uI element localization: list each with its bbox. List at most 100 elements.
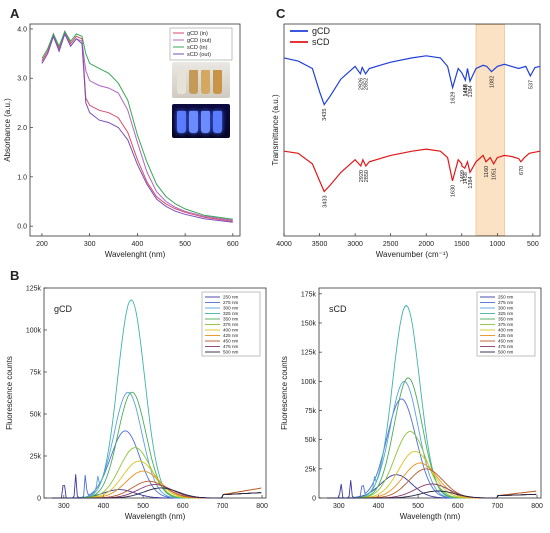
legend-entry: sCD (out): [187, 52, 211, 58]
panel-b-gcd: 300 400 500 600 700 800 0 25k 50k 75k 100k 125k Wave…: [0, 266, 275, 528]
legend-entry: 250 nm: [498, 295, 513, 300]
peak-label: 3433: [322, 195, 328, 207]
y-tick-label: 125k: [301, 350, 317, 357]
x-tick-label: 600: [452, 503, 464, 510]
vial-icon: [213, 111, 222, 133]
peak-label: 2852: [364, 78, 370, 90]
peak-label: 1384: [468, 176, 474, 188]
vial-icon: [213, 70, 222, 94]
absorbance-chart: 200 300 400 500 600 0.0 1.0 2.0 3.0 4.0 Wavelenght…: [3, 23, 241, 259]
peak-label: 2920: [359, 170, 365, 182]
fluorescence-line-500nm: [51, 487, 262, 499]
legend-entry: 375 nm: [498, 322, 513, 327]
y-tick-label: 25k: [305, 466, 317, 473]
chart-title: sCD: [329, 304, 347, 314]
x-tick-label: 3000: [347, 241, 363, 248]
x-tick-label: 400: [132, 241, 144, 248]
ftir-chart: 4000 3500 3000 2500 2000 1500 1000 500 Wavenumbe…: [271, 23, 541, 259]
x-tick-label: 500: [412, 503, 424, 510]
fluorescence-chart-gcd: 300 400 500 600 700 800 0 25k 50k 75k 100k 125k Wave…: [5, 286, 268, 522]
x-tick-label: 300: [58, 503, 70, 510]
legend-entry: sCD (in): [187, 45, 208, 51]
peak-label: 1449: [463, 84, 469, 96]
x-tick-label: 2000: [418, 241, 434, 248]
plot-frame: [43, 287, 267, 499]
x-tick-label: 2500: [383, 241, 399, 248]
x-tick-label: 400: [98, 503, 110, 510]
legend-entry: 375 nm: [223, 322, 238, 327]
y-tick-label: 3.0: [17, 76, 27, 83]
y-tick-label: 75k: [30, 370, 42, 377]
x-tick-label: 4000: [276, 241, 292, 248]
legend-entry: sCD: [312, 37, 330, 47]
peak-label: 1499: [460, 170, 466, 182]
fluorescence-line-500nm: [326, 490, 537, 499]
x-tick-label: 400: [373, 503, 385, 510]
x-tick-label: 500: [179, 241, 191, 248]
legend-entry: 300 nm: [498, 306, 513, 311]
plot-frame: [283, 23, 541, 237]
peak-label: 3435: [322, 109, 328, 121]
x-tick-label: 700: [492, 503, 504, 510]
legend-entry: 425 nm: [223, 333, 238, 338]
x-tick-label: 600: [227, 241, 239, 248]
legend-entry: 300 nm: [223, 306, 238, 311]
panel-c: 4000 3500 3000 2500 2000 1500 1000 500 Wavenumbe…: [270, 0, 550, 262]
legend-entry: 475 nm: [498, 344, 513, 349]
x-tick-label: 1500: [454, 241, 470, 248]
legend-entry: 500 nm: [223, 350, 238, 355]
plot-frame: [29, 23, 241, 237]
fluorescence-line-400nm: [326, 450, 537, 499]
x-tick-label: 1000: [490, 241, 506, 248]
highlight-band: [475, 24, 505, 236]
vial-icon: [189, 70, 198, 94]
y-tick-label: 75k: [305, 408, 317, 415]
panel-label-b: B: [10, 268, 20, 283]
chart-title: gCD: [54, 304, 73, 314]
x-axis-label: Wavelength (nm): [125, 512, 186, 521]
fluorescence-chart-scd: 300 400 500 600 700 800 0 25k 50k 75k 100k 125k 150k…: [280, 287, 543, 521]
panel-label-c: C: [276, 6, 286, 21]
peak-label: 1630: [451, 185, 457, 197]
y-tick-label: 1.0: [17, 174, 27, 181]
legend-entry: 450 nm: [223, 339, 238, 344]
legend-entry: 500 nm: [498, 350, 513, 355]
peak-label: 1384: [468, 85, 474, 97]
x-tick-label: 300: [333, 503, 345, 510]
peak-label: 670: [519, 166, 525, 175]
panel-label-a: A: [10, 6, 20, 21]
y-axis-label: Fluorescence counts: [280, 356, 289, 430]
vial-icon: [177, 70, 186, 94]
plot-frame: [318, 287, 542, 499]
vials-daylight-photo: [172, 62, 230, 98]
y-tick-label: 100k: [26, 328, 42, 335]
y-tick-label: 2.0: [17, 125, 27, 132]
ftir-line-scd: [283, 148, 541, 193]
peak-label: 1629: [451, 92, 457, 104]
legend-entry: 325 nm: [223, 311, 238, 316]
x-tick-label: 500: [527, 241, 539, 248]
legend-entry: 400 nm: [498, 328, 513, 333]
y-axis-label: Transmittance (a.u.): [271, 94, 280, 166]
legend-entry: 350 nm: [498, 317, 513, 322]
y-axis-label: Fluorescence counts: [5, 356, 14, 430]
x-axis-label: Wavelength (nm): [400, 512, 461, 521]
peak-label: 1458: [463, 172, 469, 184]
x-axis-label: Wavenumber (cm⁻¹): [376, 250, 449, 259]
x-tick-label: 800: [256, 503, 268, 510]
legend-entry: 275 nm: [498, 300, 513, 305]
y-tick-label: 0: [37, 496, 41, 503]
fluorescence-line-300nm: [51, 391, 262, 499]
x-axis-label: Wavelenght (nm): [105, 250, 166, 259]
y-tick-label: 150k: [301, 321, 317, 328]
vial-icon: [189, 111, 198, 133]
legend-entry: gCD (out): [187, 38, 211, 44]
legend-entry: 450 nm: [498, 339, 513, 344]
legend-entry: 400 nm: [223, 328, 238, 333]
vials-uv-photo: [172, 104, 230, 138]
legend-entry: 475 nm: [223, 344, 238, 349]
peak-label: 2850: [364, 170, 370, 182]
x-tick-label: 300: [84, 241, 96, 248]
x-tick-label: 3500: [312, 241, 328, 248]
y-tick-label: 50k: [30, 412, 42, 419]
